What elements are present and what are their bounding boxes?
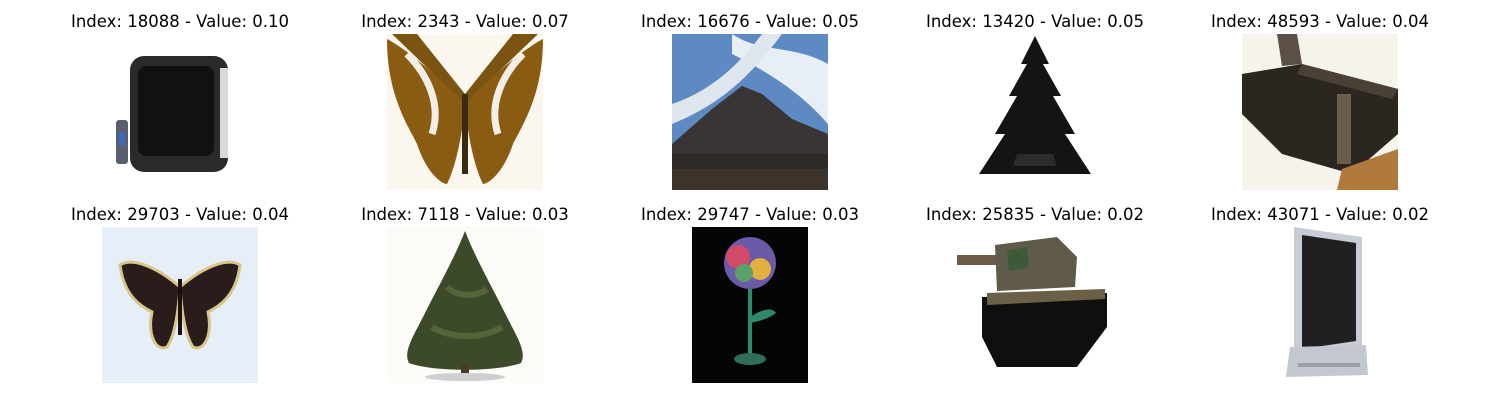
panel-1: Index: 2343 - Value: 0.07 <box>315 12 615 197</box>
tree-icon <box>387 227 543 383</box>
panel-0: Index: 18088 - Value: 0.10 <box>30 12 330 197</box>
panel-title: Index: 2343 - Value: 0.07 <box>315 12 615 32</box>
panel-title: Index: 16676 - Value: 0.05 <box>600 12 900 32</box>
tank-icon <box>1242 34 1398 190</box>
panel-title: Index: 18088 - Value: 0.10 <box>30 12 330 32</box>
panel-5: Index: 29703 - Value: 0.04 <box>30 205 330 390</box>
mountain-icon <box>672 34 828 190</box>
panel-title: Index: 29747 - Value: 0.03 <box>600 205 900 225</box>
tv-icon <box>102 34 258 190</box>
panel-2: Index: 16676 - Value: 0.05 <box>600 12 900 197</box>
panel-title: Index: 7118 - Value: 0.03 <box>315 205 615 225</box>
panel-title: Index: 25835 - Value: 0.02 <box>885 205 1185 225</box>
panel-7: Index: 29747 - Value: 0.03 <box>600 205 900 390</box>
butterfly-icon <box>387 34 543 190</box>
panel-3: Index: 13420 - Value: 0.05 <box>885 12 1185 197</box>
panel-9: Index: 43071 - Value: 0.02 <box>1170 205 1470 390</box>
panel-title: Index: 13420 - Value: 0.05 <box>885 12 1185 32</box>
tank-icon <box>957 227 1113 383</box>
flower-icon <box>672 227 828 383</box>
panel-title: Index: 29703 - Value: 0.04 <box>30 205 330 225</box>
tv-icon <box>1242 227 1398 383</box>
panel-6: Index: 7118 - Value: 0.03 <box>315 205 615 390</box>
panel-4: Index: 48593 - Value: 0.04 <box>1170 12 1470 197</box>
pine-tree-icon <box>957 34 1113 190</box>
panel-8: Index: 25835 - Value: 0.02 <box>885 205 1185 390</box>
panel-title: Index: 43071 - Value: 0.02 <box>1170 205 1470 225</box>
butterfly-icon <box>102 227 258 383</box>
panel-title: Index: 48593 - Value: 0.04 <box>1170 12 1470 32</box>
